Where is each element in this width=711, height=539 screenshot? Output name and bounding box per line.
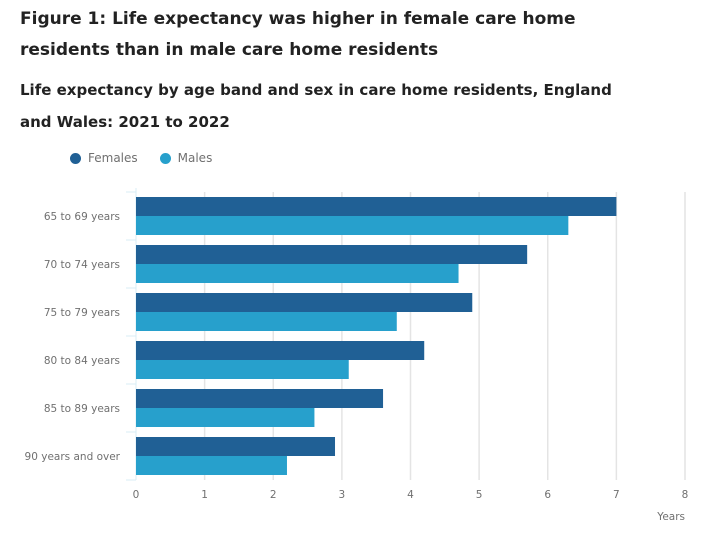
y-tick-label: 80 to 84 years	[44, 355, 120, 367]
legend: Females Males	[70, 151, 212, 165]
x-tick-label: 5	[476, 489, 483, 501]
bar-females	[136, 437, 336, 456]
bar-males	[136, 312, 397, 331]
x-tick-label: 4	[407, 489, 414, 501]
chart-subtitle: Life expectancy by age band and sex in c…	[20, 81, 612, 131]
x-tick-label: 7	[613, 489, 620, 501]
bar-females	[136, 197, 617, 216]
bar-males	[136, 216, 569, 235]
bar-males	[136, 264, 459, 283]
bar-females	[136, 389, 384, 408]
x-tick-label: 0	[133, 489, 140, 501]
bar-males	[136, 408, 315, 427]
x-tick-label: 8	[682, 489, 689, 501]
bar-males	[136, 456, 287, 475]
y-tick-label: 65 to 69 years	[44, 211, 120, 223]
y-tick-label: 75 to 79 years	[44, 307, 120, 319]
x-axis-title: Years	[656, 511, 685, 523]
legend-item-males[interactable]: Males	[159, 151, 213, 165]
x-tick-label: 1	[201, 489, 208, 501]
x-tick-label: 3	[339, 489, 346, 501]
x-tick-label: 6	[544, 489, 551, 501]
legend-label-males: Males	[177, 151, 213, 165]
legend-swatch-males	[159, 152, 171, 164]
legend-label-females: Females	[88, 151, 138, 165]
bar-females	[136, 341, 425, 360]
x-tick-label: 2	[270, 489, 277, 501]
y-tick-label: 85 to 89 years	[44, 403, 120, 415]
y-tick-label: 90 years and over	[25, 451, 121, 463]
bar-males	[136, 360, 349, 379]
bar-females	[136, 293, 473, 312]
y-tick-label: 70 to 74 years	[44, 259, 120, 271]
legend-swatch-females	[70, 152, 81, 164]
bar-females	[136, 245, 528, 264]
legend-item-females[interactable]: Females	[70, 151, 138, 165]
figure-title: Figure 1: Life expectancy was higher in …	[20, 9, 576, 60]
